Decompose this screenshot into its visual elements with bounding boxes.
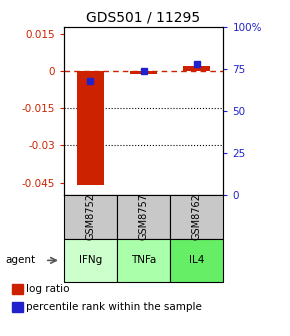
Text: GSM8757: GSM8757 (139, 193, 148, 240)
Bar (184, 67, 210, 71)
Bar (77, 71, 104, 185)
Text: IFNg: IFNg (79, 255, 102, 265)
Text: percentile rank within the sample: percentile rank within the sample (26, 302, 202, 312)
Text: log ratio: log ratio (26, 284, 70, 294)
Text: IL4: IL4 (189, 255, 204, 265)
Text: TNFa: TNFa (131, 255, 156, 265)
Text: agent: agent (6, 255, 36, 265)
Text: GSM8762: GSM8762 (192, 193, 202, 240)
Bar (130, 71, 157, 74)
Text: GSM8752: GSM8752 (85, 193, 95, 240)
Title: GDS501 / 11295: GDS501 / 11295 (86, 10, 201, 24)
